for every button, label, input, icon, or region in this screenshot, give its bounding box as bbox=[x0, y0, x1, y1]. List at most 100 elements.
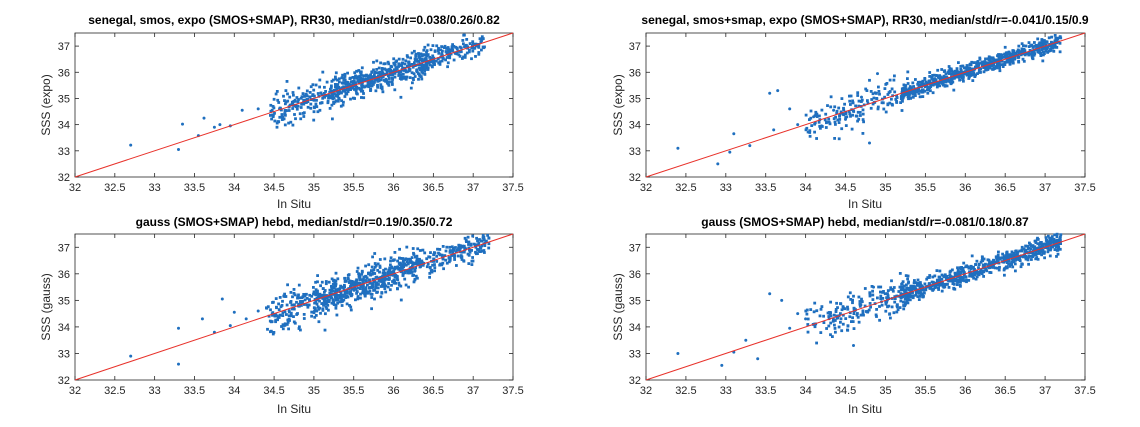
data-point bbox=[415, 68, 419, 72]
data-point bbox=[423, 64, 427, 68]
data-point bbox=[963, 273, 966, 277]
data-point bbox=[1037, 44, 1040, 48]
data-point bbox=[397, 283, 401, 287]
data-point bbox=[967, 265, 970, 269]
data-point bbox=[945, 79, 949, 83]
data-point bbox=[895, 94, 898, 98]
data-point bbox=[1007, 259, 1010, 262]
data-point bbox=[887, 297, 891, 300]
data-point bbox=[373, 80, 376, 84]
data-point bbox=[868, 78, 871, 82]
data-point bbox=[279, 107, 282, 111]
data-point bbox=[413, 75, 417, 78]
data-point bbox=[831, 335, 834, 338]
data-point bbox=[359, 73, 363, 77]
data-point bbox=[676, 146, 680, 150]
data-point bbox=[449, 52, 453, 56]
data-point bbox=[932, 287, 935, 291]
data-point bbox=[330, 84, 333, 88]
data-point bbox=[883, 292, 887, 296]
data-point bbox=[1034, 257, 1038, 261]
data-point bbox=[289, 291, 293, 294]
data-point bbox=[329, 294, 333, 297]
data-point bbox=[1053, 45, 1056, 48]
data-point bbox=[943, 285, 947, 289]
data-point bbox=[273, 119, 277, 123]
data-point bbox=[281, 311, 285, 315]
data-point bbox=[240, 108, 244, 112]
data-point bbox=[1009, 52, 1013, 56]
data-point bbox=[301, 295, 305, 299]
data-point bbox=[451, 43, 454, 46]
data-point bbox=[480, 239, 484, 243]
data-point bbox=[410, 269, 413, 273]
data-point bbox=[323, 92, 326, 95]
data-point bbox=[341, 73, 344, 77]
data-point bbox=[1019, 265, 1023, 269]
panel-1-xtick-label: 33.5 bbox=[755, 182, 776, 194]
data-point bbox=[322, 303, 326, 306]
data-point bbox=[882, 290, 885, 293]
data-point bbox=[419, 265, 422, 268]
data-point bbox=[943, 84, 947, 88]
data-point bbox=[354, 89, 358, 93]
data-point bbox=[288, 103, 292, 107]
data-point bbox=[904, 274, 908, 277]
data-point bbox=[359, 71, 363, 75]
data-point bbox=[387, 62, 391, 66]
data-point bbox=[454, 250, 458, 254]
data-point bbox=[347, 277, 350, 281]
data-point bbox=[364, 286, 368, 290]
data-point bbox=[459, 50, 463, 53]
data-point bbox=[364, 279, 368, 283]
data-point bbox=[932, 80, 936, 83]
data-point bbox=[360, 66, 364, 70]
data-point bbox=[866, 99, 869, 102]
panel-2-title: gauss (SMOS+SMAP) hebd, median/std/r=0.1… bbox=[136, 215, 453, 229]
data-point bbox=[373, 73, 376, 77]
data-point bbox=[1043, 47, 1047, 50]
data-point bbox=[397, 74, 401, 77]
data-point bbox=[870, 285, 874, 288]
data-point bbox=[1002, 55, 1006, 59]
data-point bbox=[813, 325, 817, 329]
panel-2-axes-box bbox=[74, 233, 514, 381]
data-point bbox=[863, 304, 867, 308]
panel-0-ylabel: SSS (expo) bbox=[39, 74, 53, 135]
data-point bbox=[1048, 254, 1052, 258]
data-point bbox=[965, 264, 969, 268]
data-point bbox=[287, 327, 290, 331]
panel-2-ytick-label: 35 bbox=[58, 295, 70, 307]
panel-1-plot-area: 32 32.5 33 33.5 34 34.5 35 35.5 36 36.5 37 37.53233… bbox=[629, 32, 1096, 194]
data-point bbox=[871, 289, 874, 293]
data-point bbox=[1037, 47, 1041, 51]
panel-0-xtick-label: 35 bbox=[308, 182, 320, 194]
data-point bbox=[1046, 234, 1050, 238]
panel-1-xtick-label: 34.5 bbox=[835, 182, 856, 194]
data-point bbox=[748, 144, 752, 148]
data-point bbox=[393, 251, 397, 254]
data-point bbox=[366, 283, 369, 287]
data-point bbox=[975, 259, 979, 263]
data-point bbox=[450, 47, 454, 50]
data-point bbox=[394, 66, 398, 70]
data-point bbox=[387, 83, 391, 87]
data-point bbox=[445, 56, 449, 59]
data-point bbox=[320, 101, 324, 105]
data-point bbox=[334, 77, 337, 81]
data-point bbox=[379, 84, 383, 88]
data-point bbox=[417, 77, 420, 81]
data-point bbox=[926, 276, 930, 279]
data-point bbox=[330, 277, 334, 281]
data-point bbox=[324, 312, 327, 316]
data-point bbox=[978, 56, 982, 60]
data-point bbox=[353, 71, 357, 75]
data-point bbox=[299, 117, 303, 121]
data-point bbox=[901, 99, 904, 103]
data-point bbox=[359, 76, 363, 80]
data-point bbox=[813, 130, 816, 134]
data-point bbox=[907, 97, 910, 101]
data-point bbox=[327, 308, 330, 312]
data-point bbox=[960, 64, 964, 68]
data-point bbox=[1041, 248, 1045, 252]
